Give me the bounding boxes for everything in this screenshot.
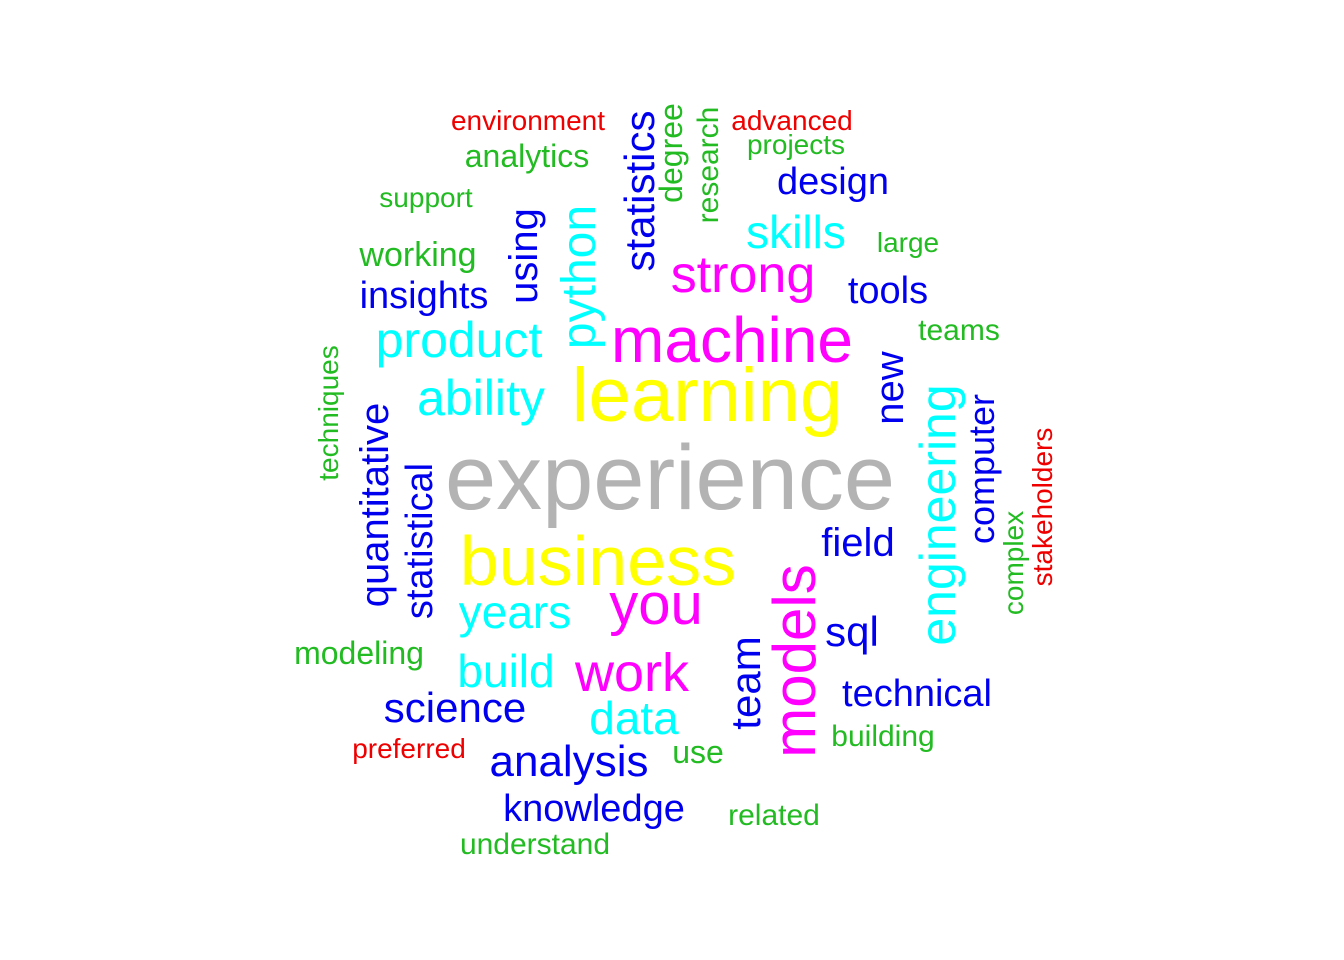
word-skills: skills bbox=[746, 206, 846, 258]
word-preferred: preferred bbox=[352, 733, 466, 764]
word-degree: degree bbox=[653, 103, 689, 203]
word-knowledge: knowledge bbox=[503, 788, 685, 830]
word-models: models bbox=[761, 564, 828, 758]
word-complex: complex bbox=[998, 510, 1029, 616]
word-projects: projects bbox=[746, 129, 846, 160]
word-related: related bbox=[728, 799, 820, 832]
word-team: team bbox=[722, 636, 769, 730]
word-you: you bbox=[609, 572, 703, 637]
word-building: building bbox=[831, 720, 935, 753]
word-data: data bbox=[589, 692, 679, 744]
word-teams: teams bbox=[918, 314, 1000, 347]
word-sql: sql bbox=[825, 608, 879, 655]
word-computer: computer bbox=[961, 393, 1002, 545]
word-work: work bbox=[574, 643, 690, 703]
word-modeling: modeling bbox=[294, 635, 424, 671]
word-build: build bbox=[457, 645, 555, 697]
word-working: working bbox=[359, 236, 477, 274]
word-technical: technical bbox=[842, 673, 992, 715]
word-years: years bbox=[458, 586, 572, 638]
word-tools: tools bbox=[847, 270, 929, 312]
word-quantitative: quantitative bbox=[353, 402, 397, 608]
word-use: use bbox=[672, 734, 724, 770]
word-understand: understand bbox=[459, 828, 611, 861]
word-stakeholders: stakeholders bbox=[1027, 427, 1058, 587]
word-analysis: analysis bbox=[489, 737, 649, 786]
word-support: support bbox=[379, 182, 473, 213]
word-learning: learning bbox=[571, 353, 843, 438]
word-business: business bbox=[459, 522, 737, 600]
word-environment: environment bbox=[450, 105, 606, 136]
word-product: product bbox=[375, 312, 543, 368]
word-large: large bbox=[876, 227, 940, 258]
word-design: design bbox=[777, 161, 889, 203]
word-strong: strong bbox=[670, 246, 816, 304]
word-research: research bbox=[692, 106, 725, 224]
word-insights: insights bbox=[359, 275, 489, 317]
word-field: field bbox=[821, 521, 895, 565]
word-machine: machine bbox=[611, 304, 853, 376]
word-advanced: advanced bbox=[731, 105, 853, 136]
word-statistical: statistical bbox=[399, 462, 441, 620]
word-science: science bbox=[383, 684, 527, 731]
word-engineering: engineering bbox=[910, 384, 966, 646]
word-new: new bbox=[868, 351, 912, 425]
word-analytics: analytics bbox=[464, 138, 590, 174]
word-ability: ability bbox=[417, 370, 545, 426]
word-python: python bbox=[553, 204, 606, 350]
word-techniques: techniques bbox=[313, 345, 344, 481]
word-experience: experience bbox=[444, 427, 896, 529]
word-using: using bbox=[502, 208, 546, 304]
